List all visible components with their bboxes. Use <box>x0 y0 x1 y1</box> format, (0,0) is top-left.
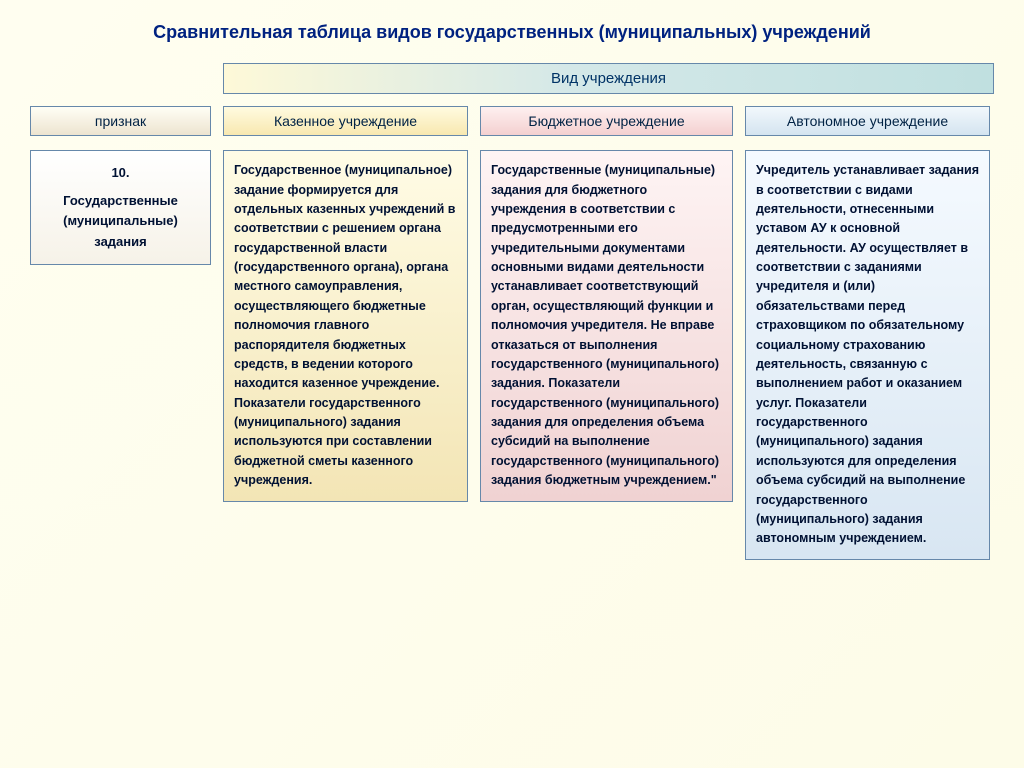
header-col-3: Автономное учреждение <box>745 106 990 136</box>
header-col-2: Бюджетное учреждение <box>480 106 733 136</box>
row-col-3: Учредитель устанавливает задания в соотв… <box>745 150 990 560</box>
page-title: Сравнительная таблица видов государствен… <box>30 20 994 45</box>
row-attribute-cell: 10. Государственные (муниципальные) зада… <box>30 150 211 265</box>
column-headers-row: признак Казенное учреждение Бюджетное уч… <box>30 106 994 136</box>
row-attribute-label: Государственные (муниципальные) задания <box>63 193 178 248</box>
header-col-1: Казенное учреждение <box>223 106 468 136</box>
header-attribute: признак <box>30 106 211 136</box>
table-row: 10. Государственные (муниципальные) зада… <box>30 150 994 560</box>
row-col-1: Государственное (муниципальное) задание … <box>223 150 468 501</box>
institution-type-header: Вид учреждения <box>223 63 994 94</box>
row-number: 10. <box>39 163 202 183</box>
row-col-2: Государственные (муниципальные) задания … <box>480 150 733 501</box>
